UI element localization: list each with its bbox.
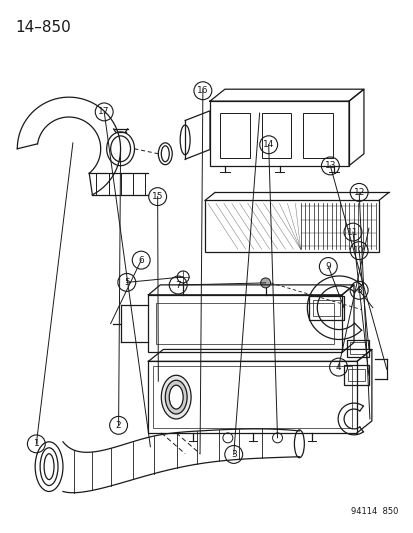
Ellipse shape <box>169 385 183 409</box>
Text: 1: 1 <box>33 439 39 448</box>
Bar <box>347 369 364 381</box>
Text: 2: 2 <box>116 421 121 430</box>
Text: 94114  850: 94114 850 <box>351 507 398 516</box>
Text: 13: 13 <box>324 161 335 171</box>
Bar <box>156 303 333 344</box>
Bar <box>219 113 249 158</box>
Text: 15: 15 <box>152 192 163 201</box>
Bar <box>343 365 368 385</box>
Bar <box>346 340 368 358</box>
Bar <box>349 343 365 354</box>
Text: 4: 4 <box>335 362 341 372</box>
Text: 11: 11 <box>347 228 358 237</box>
Text: 10: 10 <box>353 246 364 255</box>
Bar <box>153 366 351 428</box>
Ellipse shape <box>165 380 187 414</box>
Text: 6: 6 <box>138 256 144 265</box>
Circle shape <box>260 278 270 288</box>
Text: 14: 14 <box>262 140 274 149</box>
Text: 17: 17 <box>98 108 110 116</box>
Text: 9: 9 <box>325 262 330 271</box>
Bar <box>313 300 339 316</box>
Ellipse shape <box>44 454 54 480</box>
Text: 3: 3 <box>230 450 236 459</box>
Bar <box>148 361 356 433</box>
Text: 5: 5 <box>123 278 129 287</box>
Text: 12: 12 <box>353 188 364 197</box>
Text: 16: 16 <box>197 86 208 95</box>
Bar <box>303 113 332 158</box>
Text: 7: 7 <box>175 280 180 289</box>
Text: 8: 8 <box>356 286 361 295</box>
Bar <box>261 113 291 158</box>
Text: 14–850: 14–850 <box>15 20 71 35</box>
Bar <box>204 200 378 252</box>
Bar <box>209 101 348 166</box>
Ellipse shape <box>161 375 191 419</box>
Bar <box>148 295 341 352</box>
